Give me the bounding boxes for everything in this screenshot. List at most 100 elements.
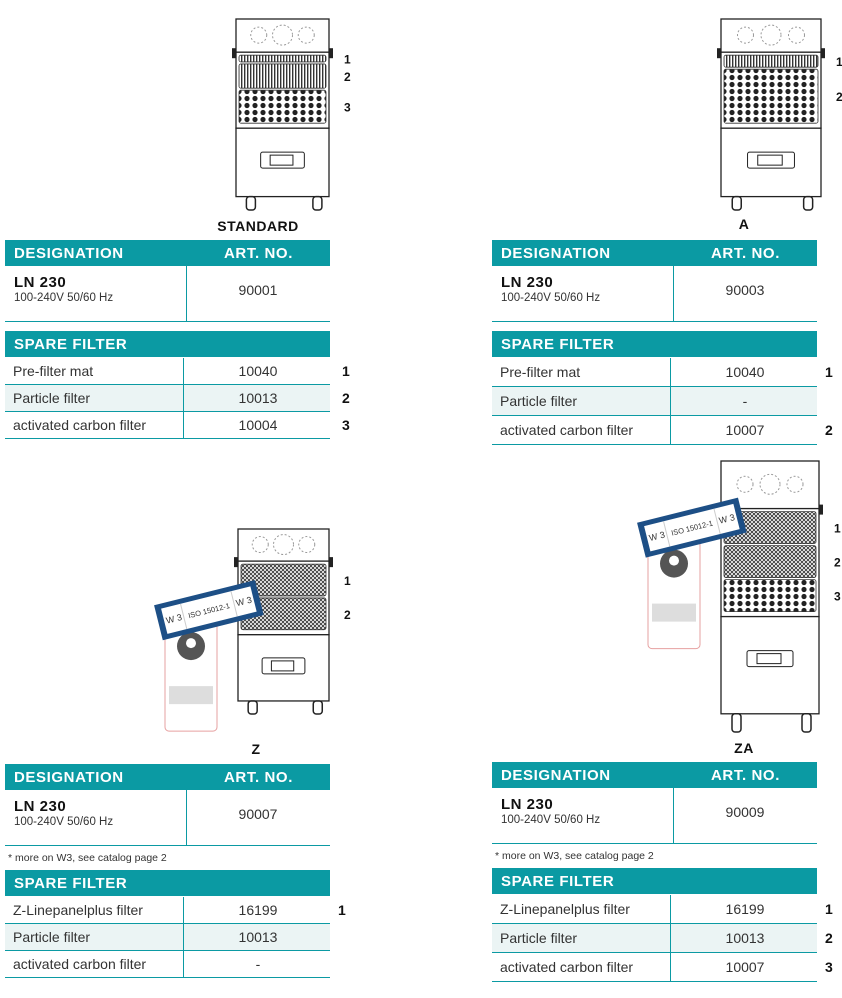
filter-name: Pre-filter mat [500, 364, 581, 380]
model-name: LN 230 [501, 274, 554, 291]
footnote: * more on W3, see catalog page 2 [8, 852, 167, 864]
dguv-seal-center [669, 555, 679, 566]
vent-circle [788, 26, 805, 44]
w3-badge-divider [713, 508, 721, 535]
handle-icon [329, 48, 333, 59]
spare-filter-row: Particle filter 10013 2 [492, 924, 833, 953]
designation-table-header: DESIGNATION ART. NO. [492, 240, 817, 266]
filter-art-no: - [742, 393, 748, 409]
column-divider [183, 924, 184, 950]
vent-circle [298, 536, 316, 554]
variant-label: STANDARD [217, 218, 299, 234]
wheel-icon [731, 713, 742, 733]
column-divider [183, 358, 184, 384]
filter-art-no: 10040 [725, 364, 765, 380]
filter-name: activated carbon filter [500, 422, 634, 438]
model-art-no: 90003 [725, 282, 765, 298]
model-name: LN 230 [14, 274, 67, 291]
filter-name: Particle filter [13, 929, 91, 945]
display-screen [757, 154, 783, 166]
device-illustration: 1 2 3 W 3 ISO 15012-1 W 3 [637, 460, 841, 733]
column-divider [670, 953, 671, 981]
column-divider [183, 897, 184, 923]
callout-number: 3 [344, 101, 351, 115]
model-spec: 100-240V 50/60 Hz [14, 816, 114, 828]
designation-row: LN 230 100-240V 50/60 Hz 90007 [5, 790, 330, 846]
device-illustration: 1 2 3 [232, 18, 351, 211]
column-divider [670, 924, 671, 952]
w3-badge-divider [663, 521, 671, 547]
spare-filter-row: activated carbon filter 10004 3 [5, 412, 350, 439]
spare-filter-title: SPARE FILTER [14, 336, 128, 353]
filter-callout-number: 2 [342, 390, 350, 406]
filter-callout-number: 1 [825, 364, 833, 380]
column-divider [673, 266, 674, 321]
spare-filter-row: activated carbon filter 10007 2 [492, 416, 833, 445]
model-spec: 100-240V 50/60 Hz [501, 814, 601, 826]
device-top-cover [235, 18, 330, 53]
model-name: LN 230 [14, 798, 67, 815]
handle-icon [717, 48, 721, 59]
column-divider [183, 412, 184, 438]
dguv-seal-center [186, 638, 196, 649]
w3-badge-divider [230, 591, 238, 617]
device-top-cover [237, 528, 330, 562]
filter-callout-number: 2 [825, 930, 833, 946]
callout-number: 1 [344, 574, 351, 588]
model-name: LN 230 [501, 796, 554, 813]
w3-badge: W 3 ISO 15012-1 W 3 [637, 497, 747, 558]
filter-art-no: 16199 [238, 902, 278, 918]
wheel-icon [801, 713, 812, 733]
column-divider [186, 266, 187, 321]
designation-row: LN 230 100-240V 50/60 Hz 90001 [5, 266, 330, 322]
designation-table-header: DESIGNATION ART. NO. [5, 764, 330, 790]
display-screen [270, 660, 295, 672]
handle-icon [329, 557, 333, 568]
footnote: * more on W3, see catalog page 2 [495, 850, 654, 862]
wheel-icon [312, 195, 323, 211]
certificate-label [652, 603, 696, 622]
designation-header: DESIGNATION [501, 245, 611, 262]
spare-filter-row: Particle filter 10013 [5, 924, 330, 951]
vent-circle [251, 536, 269, 554]
spare-filter-title: SPARE FILTER [501, 873, 615, 890]
filter-callout-number: 1 [825, 901, 833, 917]
model-art-no: 90001 [238, 282, 278, 298]
wheel-icon [802, 195, 814, 211]
wheel-icon [731, 195, 742, 211]
callout-number: 1 [836, 55, 842, 69]
art-no-header: ART. NO. [224, 245, 293, 262]
filter-callout-number: 1 [342, 363, 350, 379]
art-no-header: ART. NO. [711, 245, 780, 262]
callout-number: 1 [834, 522, 841, 536]
z-linepanel-filter-section [240, 563, 327, 597]
callout-number: 2 [344, 608, 351, 622]
spare-filter-row: Pre-filter mat 10040 1 [492, 358, 833, 387]
w3-badge-divider [180, 603, 188, 630]
wheel-icon [245, 195, 257, 211]
filter-name: activated carbon filter [13, 956, 147, 972]
filter-name: activated carbon filter [13, 417, 147, 433]
spare-filter-header: SPARE FILTER [492, 331, 817, 357]
handle-icon [819, 504, 823, 515]
art-no-header: ART. NO. [224, 769, 293, 786]
callout-number: 3 [834, 590, 841, 604]
wheel-icon [247, 700, 258, 715]
w3-badge: W 3 ISO 15012-1 W 3 [154, 580, 264, 641]
filter-art-no: 10013 [725, 930, 765, 946]
spare-filter-row: Particle filter - [492, 387, 817, 416]
callout-number: 2 [344, 70, 351, 84]
handle-icon [232, 48, 236, 59]
filter-art-no: 10013 [238, 929, 278, 945]
spare-filter-row: Particle filter 10013 2 [5, 385, 350, 412]
w3-badge-text: W 3 [718, 512, 736, 526]
filter-art-no: 10013 [238, 390, 278, 406]
filter-art-no: 10040 [238, 363, 278, 379]
callout-number: 2 [836, 90, 842, 104]
designation-row: LN 230 100-240V 50/60 Hz 90003 [492, 266, 817, 322]
w3-badge-text: W 3 [648, 530, 666, 544]
column-divider [673, 788, 674, 843]
column-divider [183, 385, 184, 411]
column-divider [183, 951, 184, 977]
filter-callout-number: 3 [342, 417, 350, 433]
